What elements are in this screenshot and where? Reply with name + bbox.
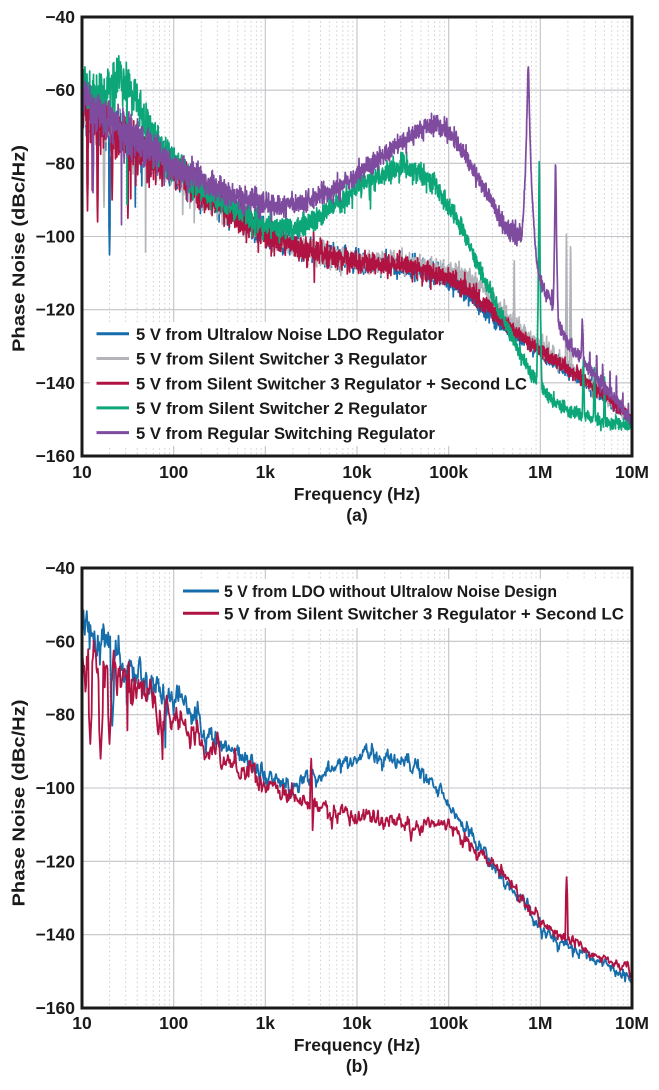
svg-text:(b): (b) (346, 1056, 368, 1076)
svg-text:100: 100 (159, 1013, 188, 1033)
svg-text:5 V from Silent Switcher 3 Reg: 5 V from Silent Switcher 3 Regulator (136, 350, 427, 369)
svg-text:10M: 10M (615, 1013, 649, 1033)
svg-text:−100: −100 (36, 778, 76, 798)
svg-text:−80: −80 (45, 705, 75, 725)
svg-text:100k: 100k (429, 1013, 468, 1033)
svg-text:5 V from Silent Switcher 3 Reg: 5 V from Silent Switcher 3 Regulator + S… (136, 374, 527, 393)
svg-text:10k: 10k (342, 1013, 371, 1033)
svg-text:Phase Noise (dBc/Hz): Phase Noise (dBc/Hz) (9, 700, 29, 907)
svg-text:5 V from Ultralow Noise LDO Re: 5 V from Ultralow Noise LDO Regulator (136, 325, 444, 344)
svg-text:−40: −40 (45, 558, 75, 578)
svg-text:1k: 1k (256, 1013, 276, 1033)
svg-text:5 V from LDO without Ultralow: 5 V from LDO without Ultralow Noise Desi… (224, 582, 557, 601)
svg-text:(a): (a) (346, 505, 367, 525)
svg-text:100: 100 (159, 462, 188, 482)
svg-text:10: 10 (72, 462, 92, 482)
svg-text:−140: −140 (36, 373, 76, 393)
svg-text:−160: −160 (36, 446, 76, 466)
svg-text:−120: −120 (36, 851, 76, 871)
svg-text:Phase Noise (dBc/Hz): Phase Noise (dBc/Hz) (9, 145, 29, 352)
svg-text:10: 10 (72, 1013, 92, 1033)
svg-text:−140: −140 (36, 925, 76, 945)
svg-text:Frequency (Hz): Frequency (Hz) (294, 484, 420, 504)
svg-text:Frequency (Hz): Frequency (Hz) (294, 1035, 420, 1055)
svg-text:−60: −60 (45, 80, 75, 100)
svg-text:−100: −100 (36, 227, 76, 247)
svg-text:−160: −160 (36, 998, 76, 1018)
svg-text:100k: 100k (429, 462, 468, 482)
svg-text:1M: 1M (528, 462, 552, 482)
svg-text:−60: −60 (45, 631, 75, 651)
svg-text:10M: 10M (615, 462, 649, 482)
svg-text:−40: −40 (45, 7, 75, 27)
svg-text:5 V from Regular Switching Reg: 5 V from Regular Switching Regulator (136, 424, 435, 443)
svg-text:1k: 1k (256, 462, 276, 482)
svg-text:1M: 1M (528, 1013, 552, 1033)
svg-text:5 V from Silent Switcher 2 Reg: 5 V from Silent Switcher 2 Regulator (136, 399, 427, 418)
svg-text:−80: −80 (45, 153, 75, 173)
svg-text:−120: −120 (36, 300, 76, 320)
svg-text:10k: 10k (342, 462, 371, 482)
svg-text:5 V from Silent Switcher 3 Reg: 5 V from Silent Switcher 3 Regulator + S… (224, 605, 624, 624)
